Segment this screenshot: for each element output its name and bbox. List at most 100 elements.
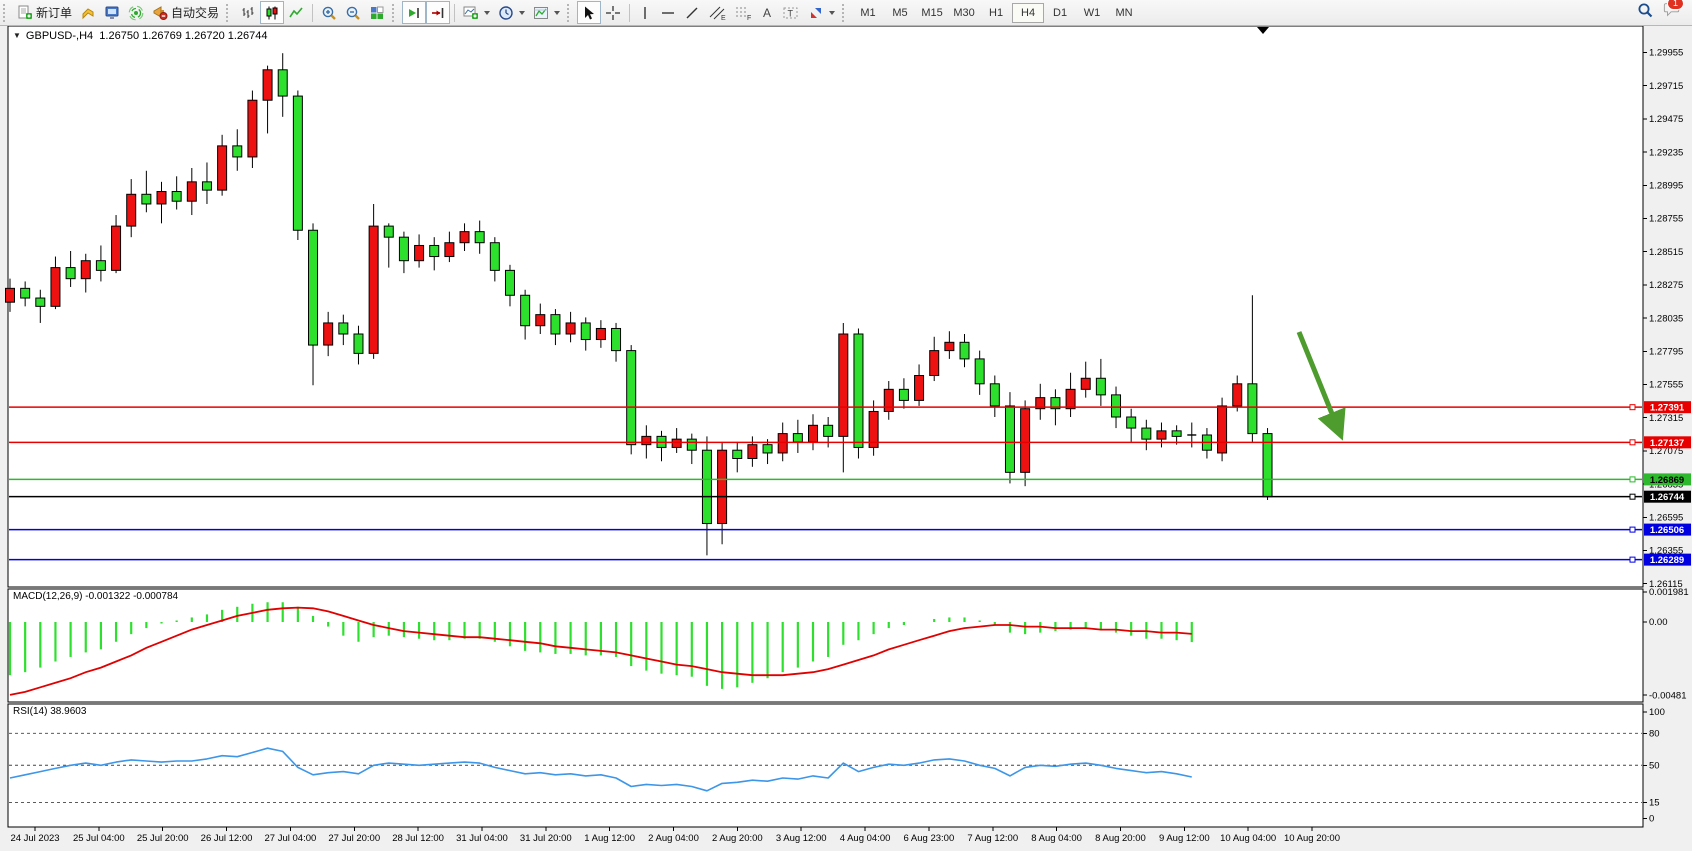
candle-body (20, 287, 31, 299)
candle-body (732, 449, 743, 460)
chart-shift-marker-icon[interactable] (1257, 27, 1269, 34)
indicators-button[interactable] (459, 1, 494, 24)
signals-button[interactable] (124, 1, 148, 24)
line-handle[interactable] (1629, 476, 1636, 483)
chart-title-caret-icon[interactable]: ▼ (13, 31, 21, 40)
candle-body (1141, 427, 1152, 440)
line-handle[interactable] (1629, 493, 1636, 500)
rsi-levels (9, 732, 1642, 803)
candles (5, 53, 1273, 556)
bar-chart-button[interactable] (236, 1, 260, 24)
price-tick-label: 1.29235 (1649, 147, 1683, 158)
candle-body (95, 260, 106, 271)
macd-axis-label: 0.00 (1649, 617, 1668, 628)
autotrading-icon (152, 5, 168, 21)
trendline-button[interactable] (680, 1, 704, 24)
timeframe-H1[interactable]: H1 (989, 6, 1004, 19)
candle-body (398, 236, 409, 262)
time-axis[interactable]: 24 Jul 2023 25 Jul 04:00 25 Jul 20:00 26 Ju… (10, 827, 1340, 844)
candle-body (353, 333, 364, 354)
notifications-button[interactable]: 1 (1662, 0, 1684, 24)
price-axis[interactable]: 1.29955 1.29715 1.29475 1.29235 1.28995 1.287… (1643, 48, 1689, 825)
text-label-icon: T (782, 5, 800, 21)
price-level-label-box (1644, 490, 1691, 503)
candle-body (1111, 394, 1122, 418)
line-handle[interactable] (1629, 404, 1636, 411)
toolbar-grip (392, 3, 399, 22)
text-icon: A (760, 5, 774, 21)
zoom-out-button[interactable] (341, 1, 365, 24)
search-icon[interactable] (1636, 1, 1654, 24)
autotrading-button[interactable]: 自动交易 (148, 1, 223, 24)
horizontal-lines[interactable]: 1.27391 1.27137 1.26869 1.26744 1.26506 1.262… (9, 401, 1691, 566)
equidistant-channel-button[interactable]: E (704, 1, 730, 24)
tile-windows-button[interactable] (365, 1, 389, 24)
line-handle[interactable] (1629, 439, 1636, 446)
candle-body (1050, 397, 1061, 410)
toolbar-right: 1 (1636, 0, 1692, 24)
vertical-line-button[interactable] (634, 1, 656, 24)
timeframe-W1[interactable]: W1 (1083, 6, 1101, 19)
candle-body (217, 145, 228, 191)
timeframe-H4[interactable]: H4 (1012, 2, 1045, 23)
time-tick-label: 7 Aug 12:00 (967, 833, 1018, 844)
timeframe-M15[interactable]: M15 (921, 6, 943, 19)
timeframe-M30[interactable]: M30 (953, 6, 975, 19)
toolbar-grip (226, 3, 233, 22)
macd-signal-line (9, 606, 1192, 696)
cursor-button[interactable] (577, 1, 602, 24)
candle-body (429, 244, 440, 258)
rsi-indicator-label: RSI(14) 38.9603 (13, 706, 87, 717)
candle-body (262, 69, 273, 101)
crosshair-button[interactable] (601, 1, 625, 24)
toolbar-separator (454, 3, 456, 22)
price-tick-label: 1.27075 (1649, 446, 1683, 457)
candle-body (1065, 388, 1076, 410)
auto-scroll-button[interactable] (402, 1, 427, 24)
line-handle[interactable] (1629, 556, 1636, 563)
time-tick-label: 10 Aug 20:00 (1284, 833, 1340, 844)
candle-body (686, 438, 697, 451)
timeframe-M1[interactable]: M1 (860, 6, 876, 19)
candle-body (762, 444, 773, 454)
arrows-button[interactable] (804, 1, 839, 24)
price-tick-label: 1.26355 (1649, 546, 1683, 557)
market-watch-button[interactable] (100, 1, 124, 24)
candle-body (459, 231, 470, 244)
horizontal-line-button[interactable] (656, 1, 680, 24)
text-label-button[interactable]: T (778, 1, 804, 24)
timeframe-M5[interactable]: M5 (892, 6, 908, 19)
candle-body (141, 193, 152, 205)
arrows-icon (808, 5, 824, 21)
history-center-button[interactable] (76, 1, 100, 24)
price-level-label-box (1644, 473, 1691, 486)
candle-body (626, 350, 637, 446)
zoom-in-button[interactable] (317, 1, 341, 24)
new-order-button[interactable]: 新订单 (13, 1, 76, 24)
text-button[interactable]: A (756, 1, 778, 24)
candle-body (65, 267, 76, 280)
line-chart-button[interactable] (284, 1, 308, 24)
toolbar-separator (629, 3, 631, 22)
rsi-axis-label: 100 (1649, 707, 1665, 718)
macd-axis-label: -0.00481 (1649, 690, 1687, 701)
candle-body (565, 322, 576, 335)
candlestick-chart-button[interactable] (260, 1, 285, 24)
timeframe-D1[interactable]: D1 (1053, 6, 1068, 19)
line-handle[interactable] (1629, 526, 1636, 533)
periods-button[interactable] (494, 1, 529, 24)
candle-body (929, 350, 940, 377)
timeframe-MN[interactable]: MN (1115, 6, 1133, 19)
chart-shift-button[interactable] (426, 1, 451, 24)
trend-arrow-line[interactable] (1296, 331, 1346, 441)
price-level-label: 1.27137 (1650, 438, 1684, 449)
templates-button[interactable] (529, 1, 564, 24)
candle-body (989, 383, 1000, 407)
rsi-axis-label: 50 (1649, 760, 1660, 771)
candle-body (111, 225, 122, 271)
trend-arrow[interactable] (1296, 331, 1346, 441)
fibonacci-button[interactable]: F (730, 1, 756, 24)
tile-windows-icon (369, 5, 385, 21)
time-tick-label: 31 Jul 04:00 (456, 833, 508, 844)
